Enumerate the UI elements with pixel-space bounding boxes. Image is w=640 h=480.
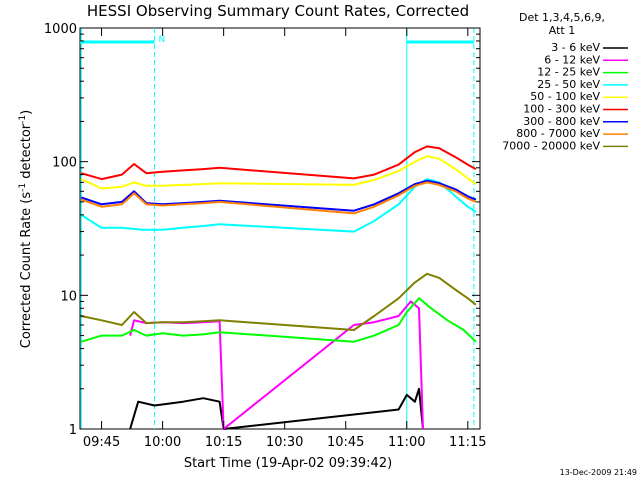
x-tick-label-2: 10:00 [144,435,181,450]
series-line-1 [129,387,424,430]
timestamp: 13-Dec-2009 21:49 [560,468,637,477]
y-label-part-2: detector [19,123,34,183]
y-label-sup-2: -1 [18,115,28,124]
legend-label-7: 300 - 800 keV [523,115,600,128]
annotation-n: N [158,35,165,45]
legend-label-1: 3 - 6 keV [551,41,600,54]
x-tick-label-1: 09:45 [83,435,120,450]
legend-label-4: 25 - 50 keV [537,78,600,91]
axis-layer: 09:45 10:00 10:15 10:30 10:45 11:00 11:15 1 10 10… [44,22,487,450]
series-line-6 [80,145,477,181]
y-label-part-1: Corrected Count Rate (s [19,192,34,349]
y-label-part-3: ) [19,110,34,115]
series-layer [80,145,477,430]
night-saa-layer: N [80,28,475,429]
x-tick-label-4: 10:30 [266,435,303,450]
legend-header-line-2: Att 1 [549,24,575,37]
series-line-9 [80,272,477,331]
legend-header-line-1: Det 1,3,4,5,6,9, [519,11,605,24]
legend-label-3: 12 - 25 keV [537,66,600,79]
x-tick-label-3: 10:15 [205,435,242,450]
series-line-7 [80,179,477,212]
legend-label-9: 7000 - 20000 keV [502,139,600,152]
series-line-2 [129,300,424,430]
chart-title: HESSI Observing Summary Count Rates, Cor… [87,2,469,20]
series-line-3 [80,297,477,343]
plot-frame [79,27,481,430]
y-tick-label-2: 10 [60,289,77,304]
x-tick-label-5: 10:45 [327,435,364,450]
x-axis-label: Start Time (19-Apr-02 09:39:42) [184,456,392,471]
x-tick-label-6: 11:00 [388,435,425,450]
y-tick-label-3: 100 [52,156,77,171]
legend-label-5: 50 - 100 keV [530,90,600,103]
legend-label-8: 800 - 7000 keV [516,127,600,140]
x-tick-label-7: 11:15 [449,435,486,450]
y-tick-label-4: 1000 [44,22,77,37]
y-axis-label: Corrected Count Rate (s-1 detector-1) [18,110,34,348]
legend-label-2: 6 - 12 keV [544,53,600,66]
legend-label-6: 100 - 300 keV [523,103,600,116]
series-line-8 [80,181,477,215]
y-label-sup-1: -1 [18,183,28,192]
series-line-5 [80,155,477,190]
y-tick-label-1: 1 [69,423,77,438]
